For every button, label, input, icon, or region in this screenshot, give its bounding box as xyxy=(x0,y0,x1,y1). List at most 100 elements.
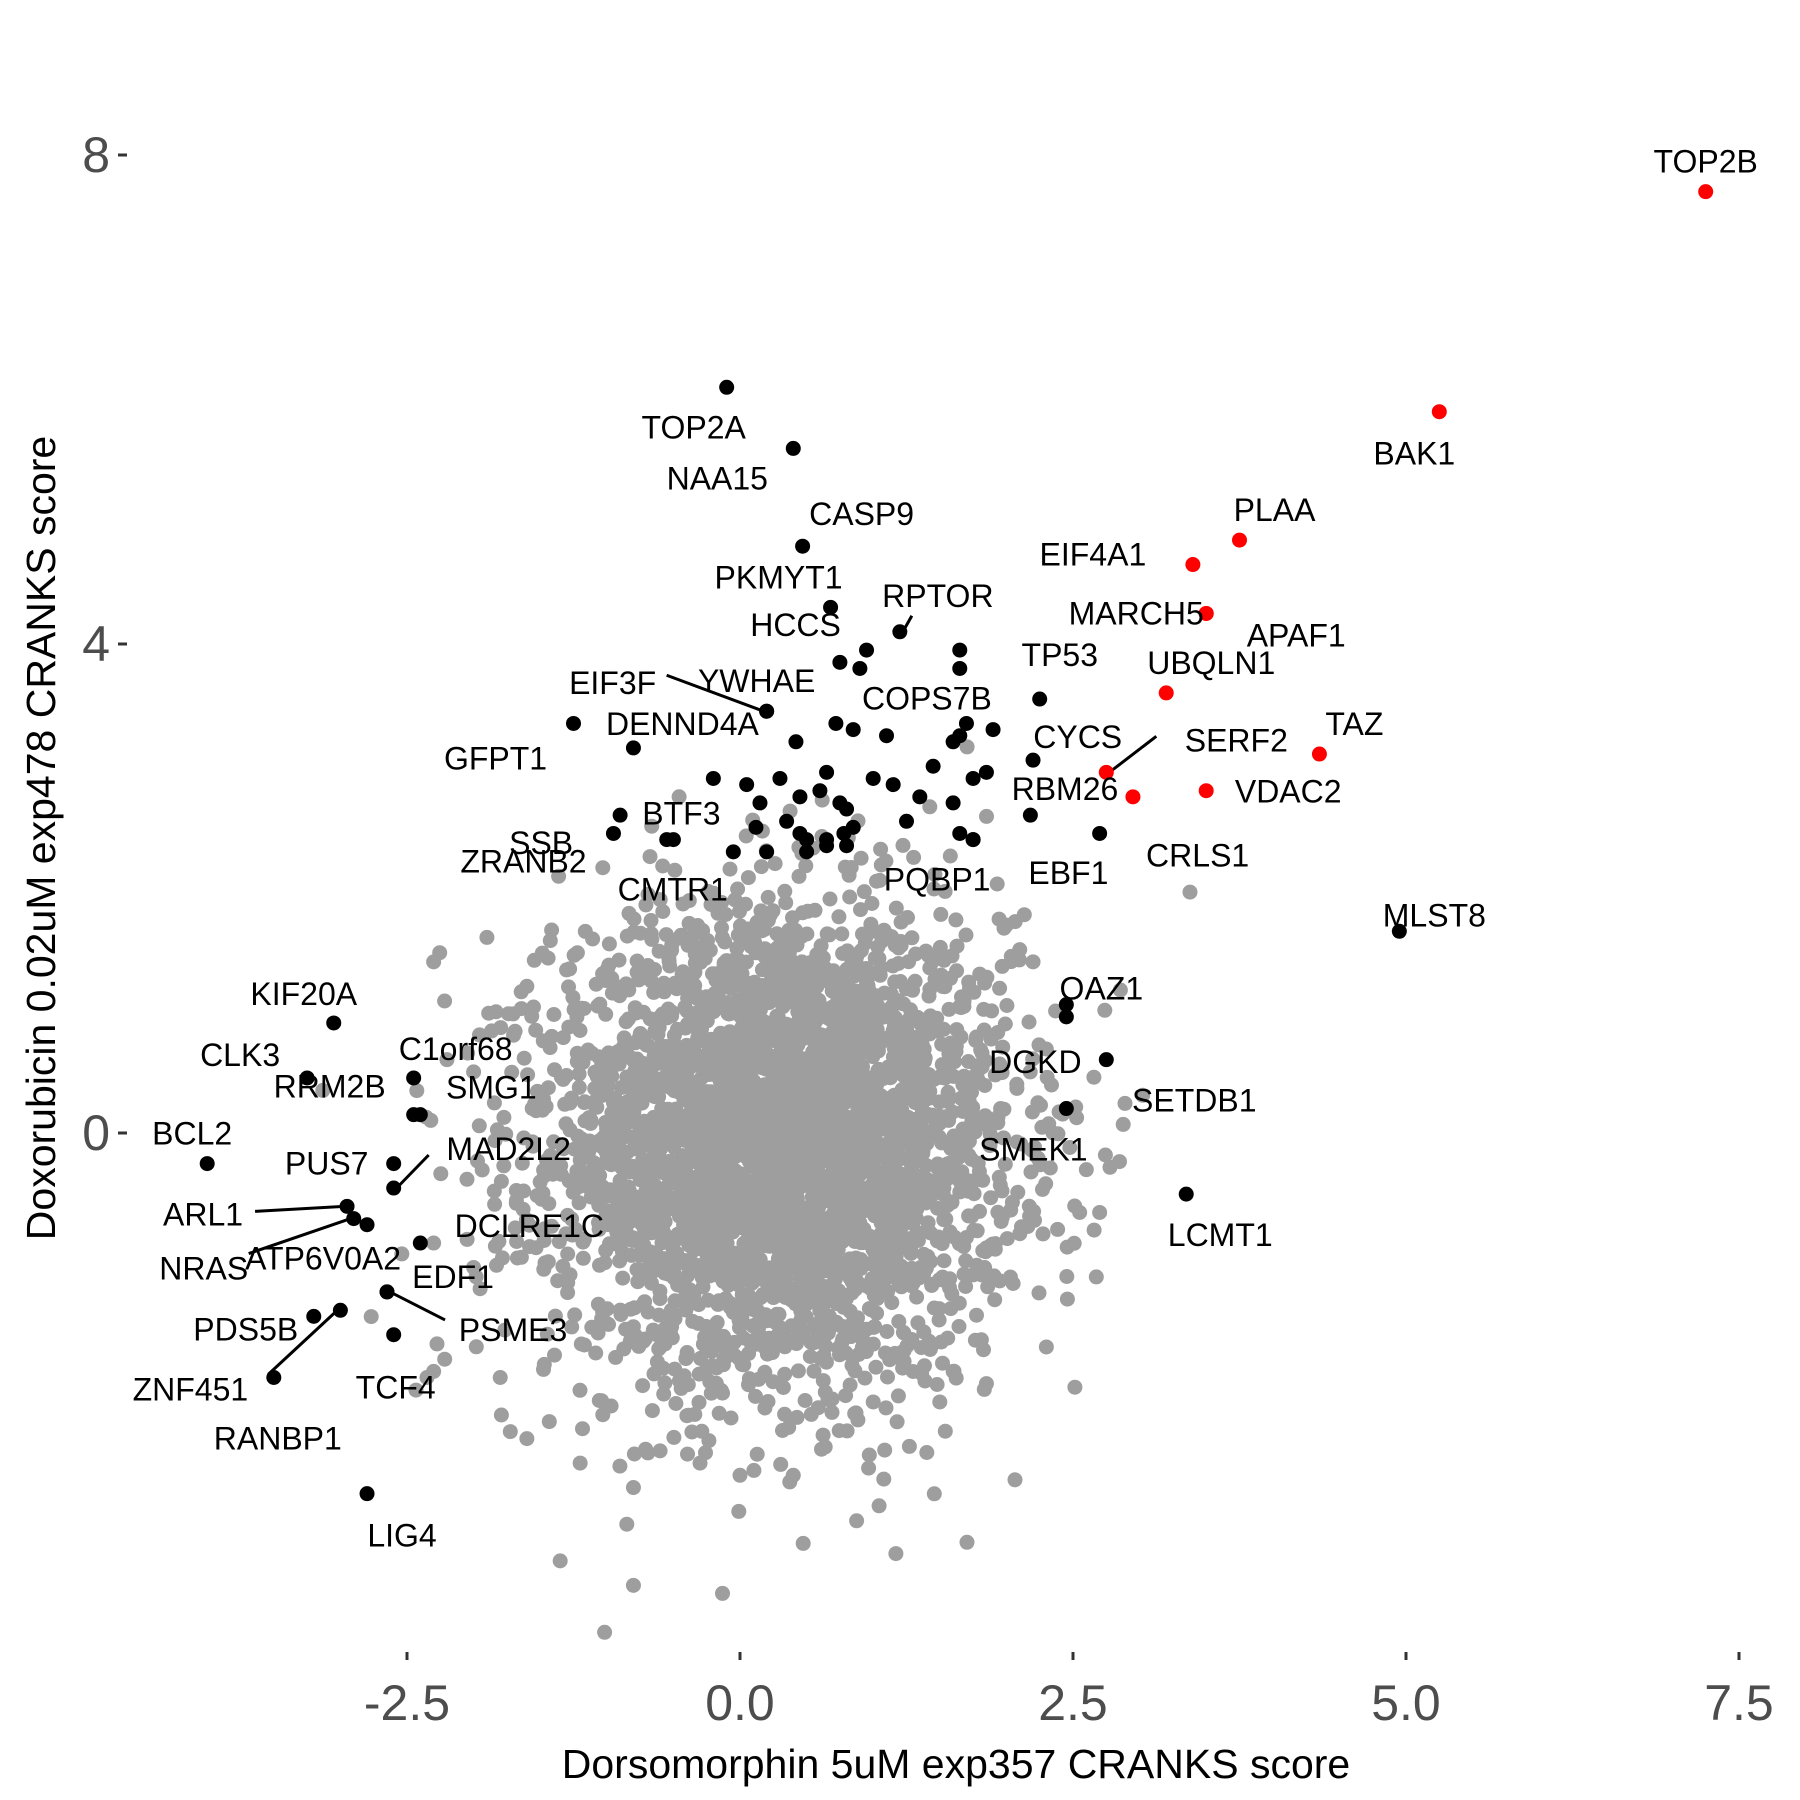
background-point xyxy=(841,1136,857,1152)
background-point xyxy=(542,933,558,949)
gene-label-taz: TAZ xyxy=(1325,706,1383,742)
background-point xyxy=(721,956,737,972)
background-point xyxy=(1031,1285,1047,1301)
background-point xyxy=(594,1088,610,1103)
background-point xyxy=(687,920,703,936)
background-point xyxy=(1025,954,1041,970)
background-point xyxy=(785,910,800,926)
background-point xyxy=(892,1261,908,1277)
background-point xyxy=(688,1188,704,1204)
background-point xyxy=(770,959,786,975)
gene-point-c1orf68 xyxy=(406,1070,422,1086)
background-point xyxy=(747,974,762,990)
background-point xyxy=(652,1340,668,1356)
background-point xyxy=(489,1257,504,1273)
background-point xyxy=(601,936,617,952)
background-point xyxy=(795,1327,811,1343)
background-point xyxy=(694,1270,710,1286)
gene-point-arl1 xyxy=(339,1198,355,1214)
background-point xyxy=(714,930,730,946)
background-point xyxy=(612,1302,628,1318)
background-point xyxy=(606,1218,621,1234)
background-point xyxy=(657,1214,673,1229)
background-point xyxy=(777,1406,793,1422)
highlight-point xyxy=(985,722,1001,738)
background-point xyxy=(797,1393,813,1408)
background-point xyxy=(924,1107,940,1123)
gene-label-bcl2: BCL2 xyxy=(152,1116,232,1152)
background-point xyxy=(888,900,904,916)
background-point xyxy=(710,905,726,921)
background-point xyxy=(521,1217,537,1233)
background-point xyxy=(867,1319,883,1335)
gene-label-serf2: SERF2 xyxy=(1185,722,1288,758)
background-point xyxy=(933,906,949,922)
gene-point-pds5b xyxy=(306,1308,322,1324)
background-point xyxy=(841,1179,857,1195)
background-point xyxy=(785,1467,801,1483)
background-point xyxy=(762,1096,778,1112)
background-point xyxy=(692,1455,708,1471)
background-point xyxy=(878,853,894,869)
background-point xyxy=(836,1299,851,1315)
background-point xyxy=(937,1165,953,1181)
background-point xyxy=(997,1016,1013,1032)
background-point xyxy=(992,980,1008,996)
background-point xyxy=(905,1364,921,1379)
background-point xyxy=(752,1121,768,1137)
gene-point-vdac2 xyxy=(1198,783,1214,799)
background-point xyxy=(942,848,958,864)
background-point xyxy=(612,1253,628,1269)
background-point xyxy=(1030,1095,1046,1111)
background-point xyxy=(561,979,576,995)
background-point xyxy=(492,1370,508,1385)
background-point xyxy=(540,1080,556,1096)
background-point xyxy=(806,1363,822,1379)
background-point xyxy=(677,1020,693,1036)
background-point xyxy=(751,1104,767,1120)
background-point xyxy=(778,1290,794,1305)
background-point xyxy=(999,998,1015,1013)
background-point xyxy=(890,1388,906,1404)
background-point xyxy=(973,1042,989,1058)
background-point xyxy=(943,1194,959,1210)
background-point xyxy=(747,1088,763,1104)
background-point xyxy=(509,1250,525,1266)
gene-point-cops7b xyxy=(852,660,868,676)
background-point xyxy=(831,1423,847,1439)
background-point xyxy=(564,1319,580,1335)
background-point xyxy=(691,1131,707,1147)
background-point xyxy=(830,1242,846,1258)
leader-line-eif3f xyxy=(666,673,765,713)
background-point xyxy=(648,1075,664,1091)
highlight-point xyxy=(836,825,852,841)
background-point xyxy=(996,1130,1012,1146)
background-point xyxy=(792,1202,808,1218)
background-point xyxy=(920,947,936,963)
background-point xyxy=(851,1347,867,1362)
background-point xyxy=(636,1237,652,1253)
background-point xyxy=(472,1281,488,1297)
highlight-point xyxy=(925,758,941,774)
gene-label-tcf4: TCF4 xyxy=(356,1370,436,1406)
background-point xyxy=(865,1049,881,1065)
background-point xyxy=(632,1163,648,1179)
background-point xyxy=(861,1447,877,1463)
background-point xyxy=(597,1314,613,1330)
background-point xyxy=(910,1225,926,1241)
background-point xyxy=(572,1382,588,1398)
background-point xyxy=(749,1250,764,1266)
background-point xyxy=(795,1007,811,1023)
gene-point-gfpt1 xyxy=(566,715,581,731)
background-point xyxy=(941,1112,957,1128)
background-point xyxy=(745,1206,761,1222)
background-point xyxy=(909,1201,925,1217)
background-point xyxy=(978,1244,994,1260)
background-point xyxy=(1092,1204,1108,1220)
background-point xyxy=(1026,1203,1042,1219)
background-point xyxy=(513,1001,529,1017)
background-point xyxy=(760,1394,776,1409)
background-point xyxy=(534,1102,550,1118)
background-point xyxy=(493,1173,509,1189)
background-point xyxy=(875,1071,891,1086)
